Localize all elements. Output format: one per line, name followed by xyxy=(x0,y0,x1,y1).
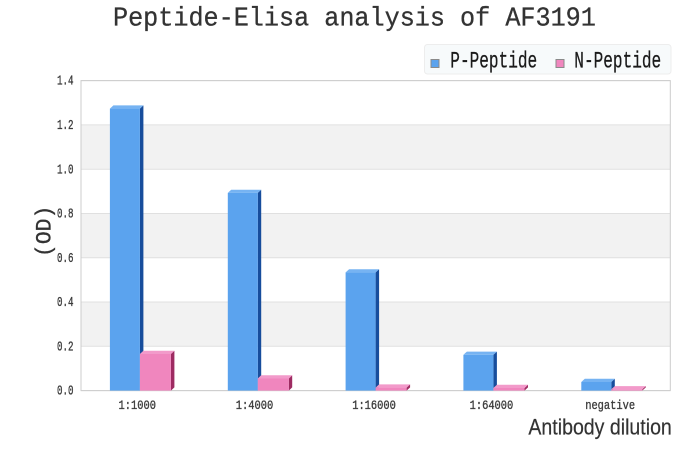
svg-text:(OD): (OD) xyxy=(32,206,58,257)
svg-text:1:64000: 1:64000 xyxy=(470,398,514,413)
svg-text:1:1000: 1:1000 xyxy=(119,398,156,413)
svg-text:0.2: 0.2 xyxy=(57,340,74,355)
svg-text:P-Peptide: P-Peptide xyxy=(450,48,537,75)
svg-text:0.8: 0.8 xyxy=(57,207,74,222)
svg-text:0.6: 0.6 xyxy=(57,251,74,266)
svg-text:1.0: 1.0 xyxy=(57,163,74,178)
svg-text:Peptide-Elisa analysis of AF31: Peptide-Elisa analysis of AF3191 xyxy=(113,3,596,34)
svg-text:0.0: 0.0 xyxy=(57,384,74,399)
svg-text:negative: negative xyxy=(585,398,635,413)
svg-text:Antibody dilution: Antibody dilution xyxy=(528,415,671,439)
svg-text:1.4: 1.4 xyxy=(57,74,74,89)
svg-text:0.4: 0.4 xyxy=(57,296,74,311)
svg-text:1:16000: 1:16000 xyxy=(352,398,396,413)
svg-text:1.2: 1.2 xyxy=(57,118,74,133)
svg-text:N-Peptide: N-Peptide xyxy=(574,48,661,75)
svg-text:1:4000: 1:4000 xyxy=(236,398,273,413)
